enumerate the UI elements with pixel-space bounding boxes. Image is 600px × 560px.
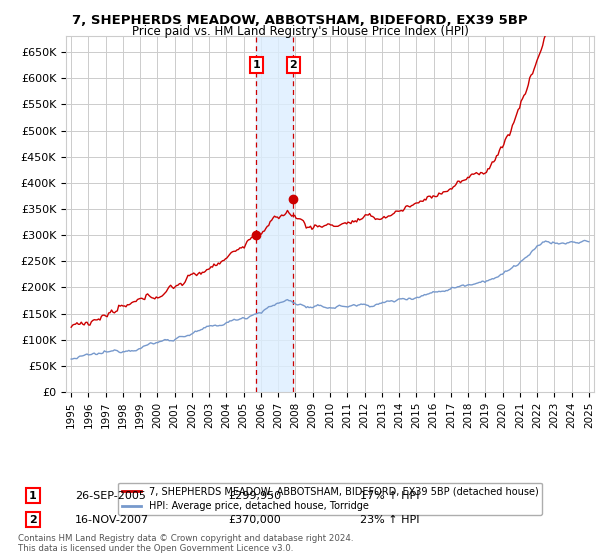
Text: Contains HM Land Registry data © Crown copyright and database right 2024.
This d: Contains HM Land Registry data © Crown c…: [18, 534, 353, 553]
Text: £299,950: £299,950: [228, 491, 281, 501]
Text: 1: 1: [253, 60, 260, 70]
Legend: 7, SHEPHERDS MEADOW, ABBOTSHAM, BIDEFORD, EX39 5BP (detached house), HPI: Averag: 7, SHEPHERDS MEADOW, ABBOTSHAM, BIDEFORD…: [118, 483, 542, 515]
Text: 16-NOV-2007: 16-NOV-2007: [75, 515, 149, 525]
Text: 1: 1: [29, 491, 37, 501]
Text: 17% ↑ HPI: 17% ↑ HPI: [360, 491, 419, 501]
Text: 2: 2: [29, 515, 37, 525]
Text: £370,000: £370,000: [228, 515, 281, 525]
Text: 2: 2: [290, 60, 297, 70]
Text: Price paid vs. HM Land Registry's House Price Index (HPI): Price paid vs. HM Land Registry's House …: [131, 25, 469, 38]
Bar: [256, 36, 293, 392]
Text: 23% ↑ HPI: 23% ↑ HPI: [360, 515, 419, 525]
Text: 26-SEP-2005: 26-SEP-2005: [75, 491, 146, 501]
Text: 7, SHEPHERDS MEADOW, ABBOTSHAM, BIDEFORD, EX39 5BP: 7, SHEPHERDS MEADOW, ABBOTSHAM, BIDEFORD…: [72, 14, 528, 27]
